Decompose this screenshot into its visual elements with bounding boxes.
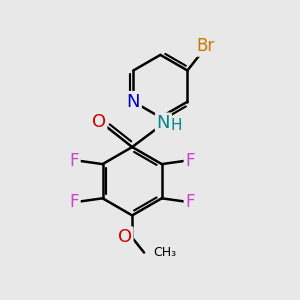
Text: F: F xyxy=(185,152,195,169)
Text: F: F xyxy=(185,193,195,211)
Text: O: O xyxy=(118,228,132,246)
Text: F: F xyxy=(70,193,79,211)
Text: N: N xyxy=(157,114,170,132)
Text: H: H xyxy=(170,118,182,133)
Text: O: O xyxy=(92,113,106,131)
Text: N: N xyxy=(127,93,140,111)
Text: CH₃: CH₃ xyxy=(153,246,176,259)
Text: F: F xyxy=(70,152,79,169)
Text: Br: Br xyxy=(196,37,214,55)
